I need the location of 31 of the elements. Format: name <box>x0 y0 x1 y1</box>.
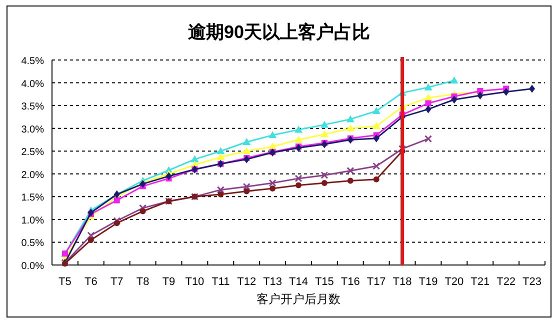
y-tick-label: 1.5% <box>21 192 44 204</box>
y-tick-label: 2.0% <box>21 170 44 181</box>
y-tick-label: 2.5% <box>21 147 44 158</box>
x-tick-label: T17 <box>366 276 386 288</box>
x-tick-label: T16 <box>340 276 360 288</box>
y-tick-label: 3.5% <box>21 102 44 113</box>
y-tick-label: 0.5% <box>21 238 44 250</box>
y-tick-label: 1.0% <box>21 215 44 226</box>
y-tick-label: 3.0% <box>21 124 44 136</box>
x-tick-label: T11 <box>212 276 230 288</box>
chart-title: 逾期90天以上客户占比 <box>188 22 370 42</box>
x-tick-label: T7 <box>110 276 124 288</box>
x-tick-label: T10 <box>185 276 204 288</box>
x-tick-label: T21 <box>470 276 490 288</box>
x-tick-label: T5 <box>58 276 72 288</box>
x-tick-label: T14 <box>289 276 308 288</box>
x-tick-label: T13 <box>263 276 282 288</box>
x-tick-label: T8 <box>136 276 150 288</box>
x-tick-label: T19 <box>418 276 438 288</box>
y-tick-label: 0.0% <box>21 261 44 272</box>
y-tick-label: 4.5% <box>21 56 44 67</box>
y-tick-label: 4.0% <box>21 78 44 90</box>
x-tick-label: T20 <box>444 276 464 288</box>
x-tick-label: T6 <box>84 276 98 288</box>
x-tick-label: T23 <box>522 276 542 288</box>
x-tick-label: T15 <box>314 276 334 288</box>
x-tick-label: T12 <box>237 276 256 288</box>
x-axis-title: 客户开户后月数 <box>256 292 340 306</box>
x-tick-label: T9 <box>162 276 176 288</box>
x-tick-label: T18 <box>392 276 412 288</box>
x-tick-label: T22 <box>496 276 516 288</box>
